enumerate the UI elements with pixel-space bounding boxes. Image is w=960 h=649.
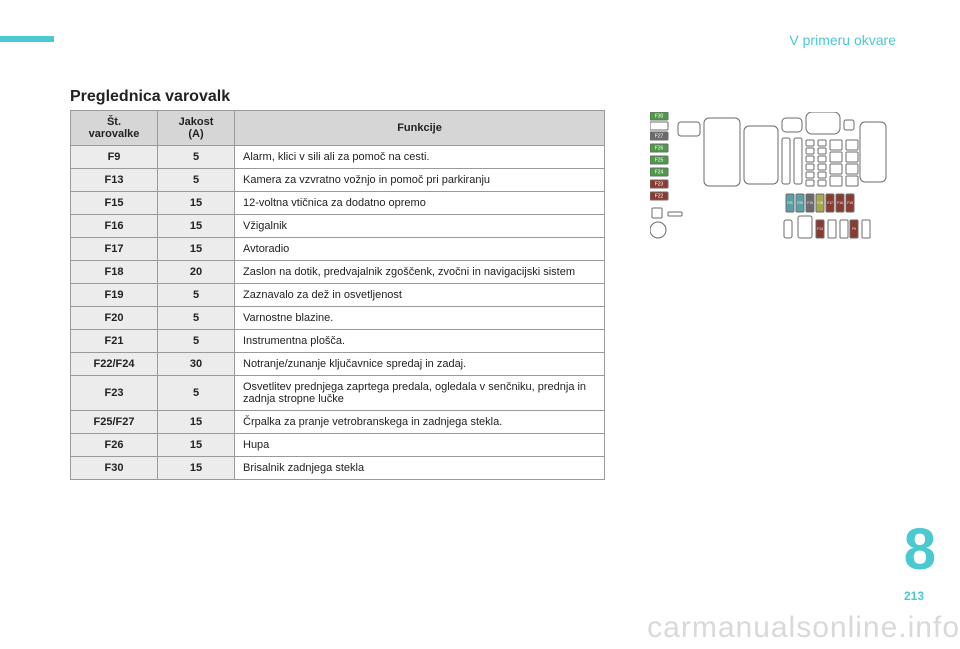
table-row: F2615Hupa — [71, 434, 605, 457]
cell-rating: 15 — [158, 457, 235, 480]
cell-fuse-number: F9 — [71, 146, 158, 169]
cell-rating: 5 — [158, 284, 235, 307]
svg-text:F9: F9 — [852, 227, 856, 231]
cell-function: Avtoradio — [235, 238, 605, 261]
cell-fuse-number: F18 — [71, 261, 158, 284]
table-row: F95Alarm, klici v sili ali za pomoč na c… — [71, 146, 605, 169]
cell-fuse-number: F19 — [71, 284, 158, 307]
svg-text:F13: F13 — [817, 227, 823, 231]
page-number: 213 — [904, 589, 924, 603]
cell-function: Kamera za vzvratno vožnjo in pomoč pri p… — [235, 169, 605, 192]
svg-text:F27: F27 — [655, 133, 664, 139]
cell-function: Notranje/zunanje ključavnice spredaj in … — [235, 353, 605, 376]
cell-rating: 15 — [158, 434, 235, 457]
svg-text:F26: F26 — [655, 145, 664, 151]
cell-fuse-number: F21 — [71, 330, 158, 353]
cell-rating: 15 — [158, 411, 235, 434]
section-number: 8 — [904, 521, 936, 579]
svg-text:F20: F20 — [797, 201, 803, 205]
chapter-title: V primeru okvare — [789, 32, 896, 48]
cell-fuse-number: F30 — [71, 457, 158, 480]
cell-fuse-number: F22/F24 — [71, 353, 158, 376]
header-rating: Jakost (A) — [158, 111, 235, 146]
cell-function: Zaslon na dotik, predvajalnik zgoščenk, … — [235, 261, 605, 284]
table-row: F1615Vžigalnik — [71, 215, 605, 238]
cell-rating: 15 — [158, 238, 235, 261]
cell-function: Brisalnik zadnjega stekla — [235, 457, 605, 480]
cell-function: Hupa — [235, 434, 605, 457]
svg-text:F17: F17 — [827, 201, 833, 205]
cell-function: Osvetlitev prednjega zaprtega predala, o… — [235, 376, 605, 411]
svg-text:F21: F21 — [787, 201, 793, 205]
cell-fuse-number: F25/F27 — [71, 411, 158, 434]
cell-function: 12-voltna vtičnica za dodatno opremo — [235, 192, 605, 215]
cell-rating: 5 — [158, 169, 235, 192]
cell-fuse-number: F16 — [71, 215, 158, 238]
watermark: carmanualsonline.info — [647, 611, 960, 645]
svg-text:F16: F16 — [837, 201, 843, 205]
table-row: F1820Zaslon na dotik, predvajalnik zgošč… — [71, 261, 605, 284]
cell-rating: 15 — [158, 215, 235, 238]
svg-text:F15: F15 — [847, 201, 853, 205]
svg-text:F22: F22 — [655, 193, 664, 199]
cell-fuse-number: F17 — [71, 238, 158, 261]
table-row: F215Instrumentna plošča. — [71, 330, 605, 353]
cell-function: Instrumentna plošča. — [235, 330, 605, 353]
cell-rating: 20 — [158, 261, 235, 284]
table-row: F195Zaznavalo za dež in osvetljenost — [71, 284, 605, 307]
svg-text:F18: F18 — [817, 201, 823, 205]
svg-text:F19: F19 — [807, 201, 813, 205]
header-fuse-number: Št. varovalke — [71, 111, 158, 146]
page-heading: Preglednica varovalk — [70, 88, 230, 106]
cell-function: Vžigalnik — [235, 215, 605, 238]
svg-text:F24: F24 — [655, 169, 664, 175]
cell-function: Alarm, klici v sili ali za pomoč na cest… — [235, 146, 605, 169]
table-row: F3015Brisalnik zadnjega stekla — [71, 457, 605, 480]
table-row: F235Osvetlitev prednjega zaprtega predal… — [71, 376, 605, 411]
cell-function: Varnostne blazine. — [235, 307, 605, 330]
cell-fuse-number: F13 — [71, 169, 158, 192]
cell-fuse-number: F23 — [71, 376, 158, 411]
table-row: F1715Avtoradio — [71, 238, 605, 261]
cell-rating: 5 — [158, 146, 235, 169]
accent-bar — [0, 36, 54, 42]
fuse-box-diagram: F30 F27 F26 F25 F24 F23 F22 F21 F20 F19 F18 F17 F16 F… — [650, 112, 890, 242]
table-row: F205Varnostne blazine. — [71, 307, 605, 330]
table-row: F151512-voltna vtičnica za dodatno oprem… — [71, 192, 605, 215]
cell-function: Črpalka za pranje vetrobranskega in zadn… — [235, 411, 605, 434]
svg-text:F23: F23 — [655, 181, 664, 187]
cell-fuse-number: F15 — [71, 192, 158, 215]
cell-rating: 30 — [158, 353, 235, 376]
svg-text:F30: F30 — [655, 113, 664, 119]
cell-fuse-number: F20 — [71, 307, 158, 330]
table-row: F25/F2715Črpalka za pranje vetrobranskeg… — [71, 411, 605, 434]
cell-rating: 5 — [158, 307, 235, 330]
cell-rating: 5 — [158, 330, 235, 353]
header-function: Funkcije — [235, 111, 605, 146]
cell-fuse-number: F26 — [71, 434, 158, 457]
cell-rating: 5 — [158, 376, 235, 411]
table-row: F22/F2430Notranje/zunanje ključavnice sp… — [71, 353, 605, 376]
table-row: F135Kamera za vzvratno vožnjo in pomoč p… — [71, 169, 605, 192]
cell-function: Zaznavalo za dež in osvetljenost — [235, 284, 605, 307]
table-header-row: Št. varovalke Jakost (A) Funkcije — [71, 111, 605, 146]
cell-rating: 15 — [158, 192, 235, 215]
fuse-table: Št. varovalke Jakost (A) Funkcije F95Ala… — [70, 110, 605, 480]
svg-text:F25: F25 — [655, 157, 664, 163]
